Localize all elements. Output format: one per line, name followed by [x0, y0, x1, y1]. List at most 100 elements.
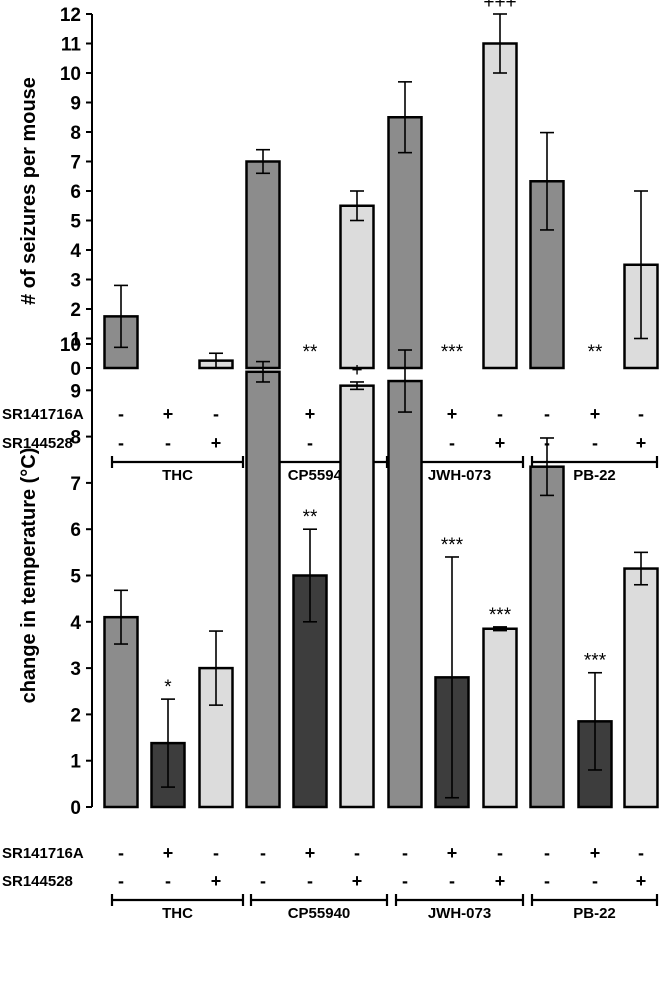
- treatment-sign: -: [307, 433, 313, 453]
- y-tick-label: 11: [61, 35, 82, 56]
- significance-marker: **: [588, 342, 603, 363]
- treatment-sign: -: [544, 871, 550, 891]
- treatment-sign: -: [592, 433, 598, 453]
- y-tick-label: 6: [70, 520, 81, 541]
- significance-marker: **: [303, 507, 318, 528]
- treatment-sign: +: [636, 433, 647, 453]
- group-label: THC: [162, 467, 193, 484]
- y-tick-label: 0: [70, 798, 81, 819]
- bar: [103, 615, 139, 809]
- y-tick-label: 2: [70, 300, 81, 321]
- significance-marker: +: [351, 360, 362, 381]
- y-tick-label: 0: [70, 359, 81, 380]
- treatment-sign: +: [447, 404, 458, 424]
- treatment-sign: -: [544, 843, 550, 863]
- significance-marker: **: [303, 342, 318, 363]
- treatment-sign: -: [213, 404, 219, 424]
- y-tick-label: 9: [70, 381, 81, 402]
- group-label: CP55940: [288, 905, 351, 922]
- treatment-row-label: SR141716A: [2, 845, 84, 862]
- treatment-sign: +: [211, 871, 222, 891]
- bar: [339, 204, 375, 370]
- bar: [387, 379, 423, 809]
- y-tick-label: 4: [70, 613, 81, 634]
- bar: [482, 42, 518, 370]
- treatment-sign: +: [590, 404, 601, 424]
- treatment-sign: -: [402, 843, 408, 863]
- treatment-sign: -: [497, 843, 503, 863]
- treatment-sign: +: [447, 843, 458, 863]
- significance-marker: +++: [483, 0, 516, 13]
- y-tick-label: 9: [70, 94, 81, 115]
- y-tick-label: 1: [70, 330, 81, 351]
- treatment-sign: -: [118, 404, 124, 424]
- significance-marker: ***: [584, 651, 607, 672]
- treatment-sign: +: [495, 433, 506, 453]
- treatment-sign: -: [165, 871, 171, 891]
- significance-marker: ***: [489, 605, 512, 626]
- treatment-row-label: SR144528: [2, 873, 73, 890]
- treatment-sign: -: [260, 871, 266, 891]
- group-label: THC: [162, 905, 193, 922]
- treatment-sign: +: [305, 404, 316, 424]
- bar: [529, 465, 565, 809]
- treatment-sign: +: [305, 843, 316, 863]
- y-tick-label: 2: [70, 705, 81, 726]
- y-tick-label: 3: [70, 271, 81, 292]
- bar: [245, 160, 281, 370]
- y-tick-label: 8: [70, 123, 81, 144]
- y-tick-label: 10: [60, 335, 81, 356]
- y-tick-label: 5: [70, 212, 81, 233]
- treatment-sign: +: [163, 843, 174, 863]
- treatment-sign: -: [118, 871, 124, 891]
- treatment-sign: -: [307, 871, 313, 891]
- treatment-sign: +: [495, 871, 506, 891]
- y-axis-title: change in temperature (°C): [18, 448, 40, 704]
- significance-marker: ***: [441, 342, 464, 363]
- significance-marker: ***: [441, 535, 464, 556]
- group-label: CP55940: [288, 467, 351, 484]
- treatment-sign: -: [497, 404, 503, 424]
- treatment-row-label: SR144528: [2, 435, 73, 452]
- treatment-sign: -: [118, 433, 124, 453]
- y-tick-label: 4: [70, 241, 81, 262]
- group-label: PB-22: [573, 905, 616, 922]
- treatment-sign: -: [449, 433, 455, 453]
- significance-marker: *: [164, 677, 172, 698]
- treatment-sign: -: [118, 843, 124, 863]
- treatment-sign: -: [260, 843, 266, 863]
- y-tick-label: 1: [70, 752, 81, 773]
- treatment-sign: -: [638, 404, 644, 424]
- treatment-sign: -: [213, 843, 219, 863]
- group-label: PB-22: [573, 467, 616, 484]
- bar: [387, 116, 423, 370]
- treatment-sign: +: [590, 843, 601, 863]
- treatment-sign: +: [211, 433, 222, 453]
- y-tick-label: 7: [70, 474, 81, 495]
- bar: [482, 627, 518, 809]
- treatment-sign: +: [352, 871, 363, 891]
- treatment-sign: +: [636, 871, 647, 891]
- bar: [623, 567, 659, 809]
- y-tick-label: 5: [70, 567, 81, 588]
- treatment-sign: -: [402, 871, 408, 891]
- y-tick-label: 12: [60, 5, 81, 26]
- y-tick-label: 10: [60, 64, 81, 85]
- treatment-row-label: SR141716A: [2, 406, 84, 423]
- bar: [245, 370, 281, 809]
- y-tick-label: 7: [70, 153, 81, 174]
- treatment-sign: -: [449, 871, 455, 891]
- y-axis-title: # of seizures per mouse: [18, 77, 40, 305]
- y-tick-label: 3: [70, 659, 81, 680]
- treatment-sign: -: [544, 404, 550, 424]
- group-label: JWH-073: [428, 905, 491, 922]
- treatment-sign: -: [165, 433, 171, 453]
- bar: [339, 384, 375, 809]
- y-tick-label: 8: [70, 428, 81, 449]
- treatment-sign: -: [592, 871, 598, 891]
- treatment-sign: -: [638, 843, 644, 863]
- group-label: JWH-073: [428, 467, 491, 484]
